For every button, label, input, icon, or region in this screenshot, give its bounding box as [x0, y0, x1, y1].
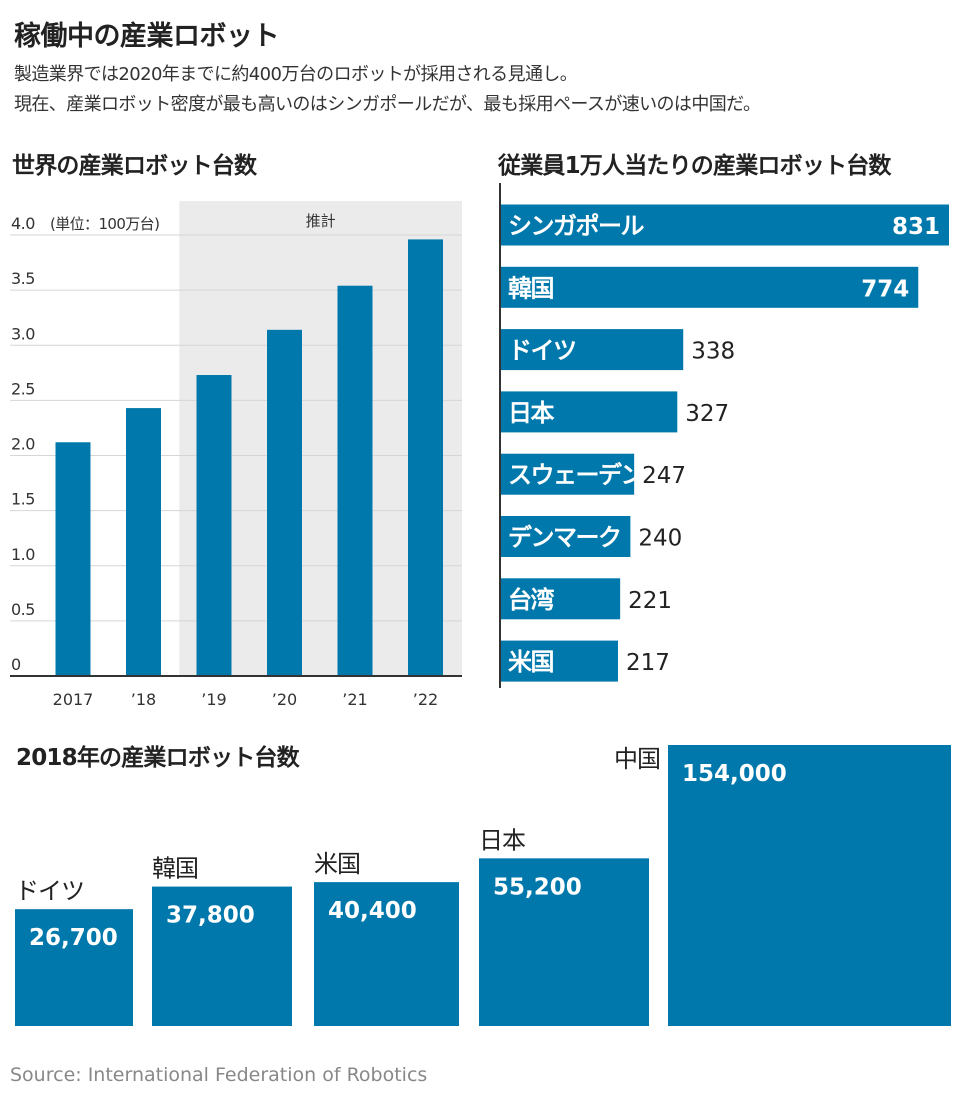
projection-label: 推計 — [306, 212, 336, 230]
bar-category-label: 日本 — [508, 399, 554, 427]
x-tick-label: ’18 — [131, 690, 156, 709]
x-tick-label: ’20 — [272, 690, 297, 709]
bar-category-label: ドイツ — [508, 337, 576, 365]
y-unit-label: (単位：100万台) — [50, 215, 159, 233]
y-tick-label: 1.5 — [11, 490, 35, 509]
bar — [501, 391, 678, 433]
bar — [15, 909, 133, 1026]
subtitle-line-1: 製造業界では2020年までに約400万台のロボットが採用される見通し。 — [14, 64, 578, 85]
y-tick-label: 3.5 — [11, 269, 35, 288]
y-tick-label: 4.0 — [11, 214, 35, 233]
x-tick-label: ’19 — [201, 690, 226, 709]
bar — [501, 266, 919, 308]
bar-category-label: 米国 — [508, 648, 553, 676]
bar — [152, 886, 292, 1026]
bar — [126, 408, 161, 676]
bar-value-label: 40,400 — [328, 898, 417, 924]
x-tick-label: 2017 — [53, 690, 94, 709]
bar — [501, 578, 621, 620]
bar-category-label: 日本 — [479, 826, 526, 854]
bar — [501, 516, 631, 557]
bar-value-label: 217 — [626, 650, 670, 676]
bar-value-label: 774 — [861, 276, 909, 302]
bar — [501, 204, 949, 246]
bar — [668, 745, 951, 1026]
bar — [408, 239, 443, 676]
bar-category-label: シンガポール — [508, 212, 644, 240]
bar — [196, 375, 232, 676]
y-tick-label: 0.5 — [11, 600, 35, 619]
y-tick-label: 1.0 — [11, 545, 35, 564]
bar-category-label: 韓国 — [508, 274, 553, 302]
y-tick-label: 2.0 — [11, 435, 35, 454]
x-tick-label: ’21 — [342, 690, 367, 709]
bar-value-label: 37,800 — [166, 903, 255, 929]
bar-category-label: デンマーク — [508, 524, 621, 552]
x-tick-label: ’22 — [413, 690, 438, 709]
bar — [501, 640, 618, 682]
bar-value-label: 327 — [685, 401, 729, 427]
y-tick-label: 2.5 — [11, 379, 35, 398]
bar-value-label: 247 — [642, 463, 686, 489]
bar-value-label: 221 — [628, 588, 672, 614]
bar-category-label: 米国 — [314, 850, 360, 878]
y-tick-label: 3.0 — [11, 324, 35, 343]
bar-value-label: 338 — [691, 339, 735, 365]
bar-category-label: スウェーデン — [508, 461, 643, 489]
bar-category-label: 台湾 — [508, 586, 554, 614]
bar — [337, 285, 373, 676]
world-chart-title: 世界の産業ロボット台数 — [12, 153, 257, 179]
source-note: Source: International Federation of Robo… — [10, 1064, 428, 1086]
bar-category-label: ドイツ — [15, 877, 84, 905]
y-tick-label: 0 — [11, 655, 21, 674]
bar-value-label: 26,700 — [29, 925, 118, 951]
bar — [501, 329, 684, 371]
density-chart-title: 従業員1万人当たりの産業ロボット台数 — [498, 153, 891, 179]
bar-category-label: 韓国 — [152, 855, 198, 883]
bar — [55, 442, 91, 676]
bar-category-label: 中国 — [614, 745, 660, 773]
bar — [501, 453, 635, 495]
bar-value-label: 154,000 — [682, 761, 787, 787]
bar-value-label: 55,200 — [493, 874, 582, 900]
installs-chart-title: 2018年の産業ロボット台数 — [16, 745, 300, 771]
page-title: 稼働中の産業ロボット — [14, 21, 280, 52]
bar-value-label: 240 — [638, 526, 682, 552]
bar-value-label: 831 — [892, 214, 940, 240]
bar — [267, 329, 302, 676]
bar — [314, 882, 459, 1026]
subtitle-line-2: 現在、産業ロボット密度が最も高いのはシンガポールだが、最も採用ペースが速いのは中… — [14, 94, 761, 115]
bar — [479, 858, 649, 1026]
